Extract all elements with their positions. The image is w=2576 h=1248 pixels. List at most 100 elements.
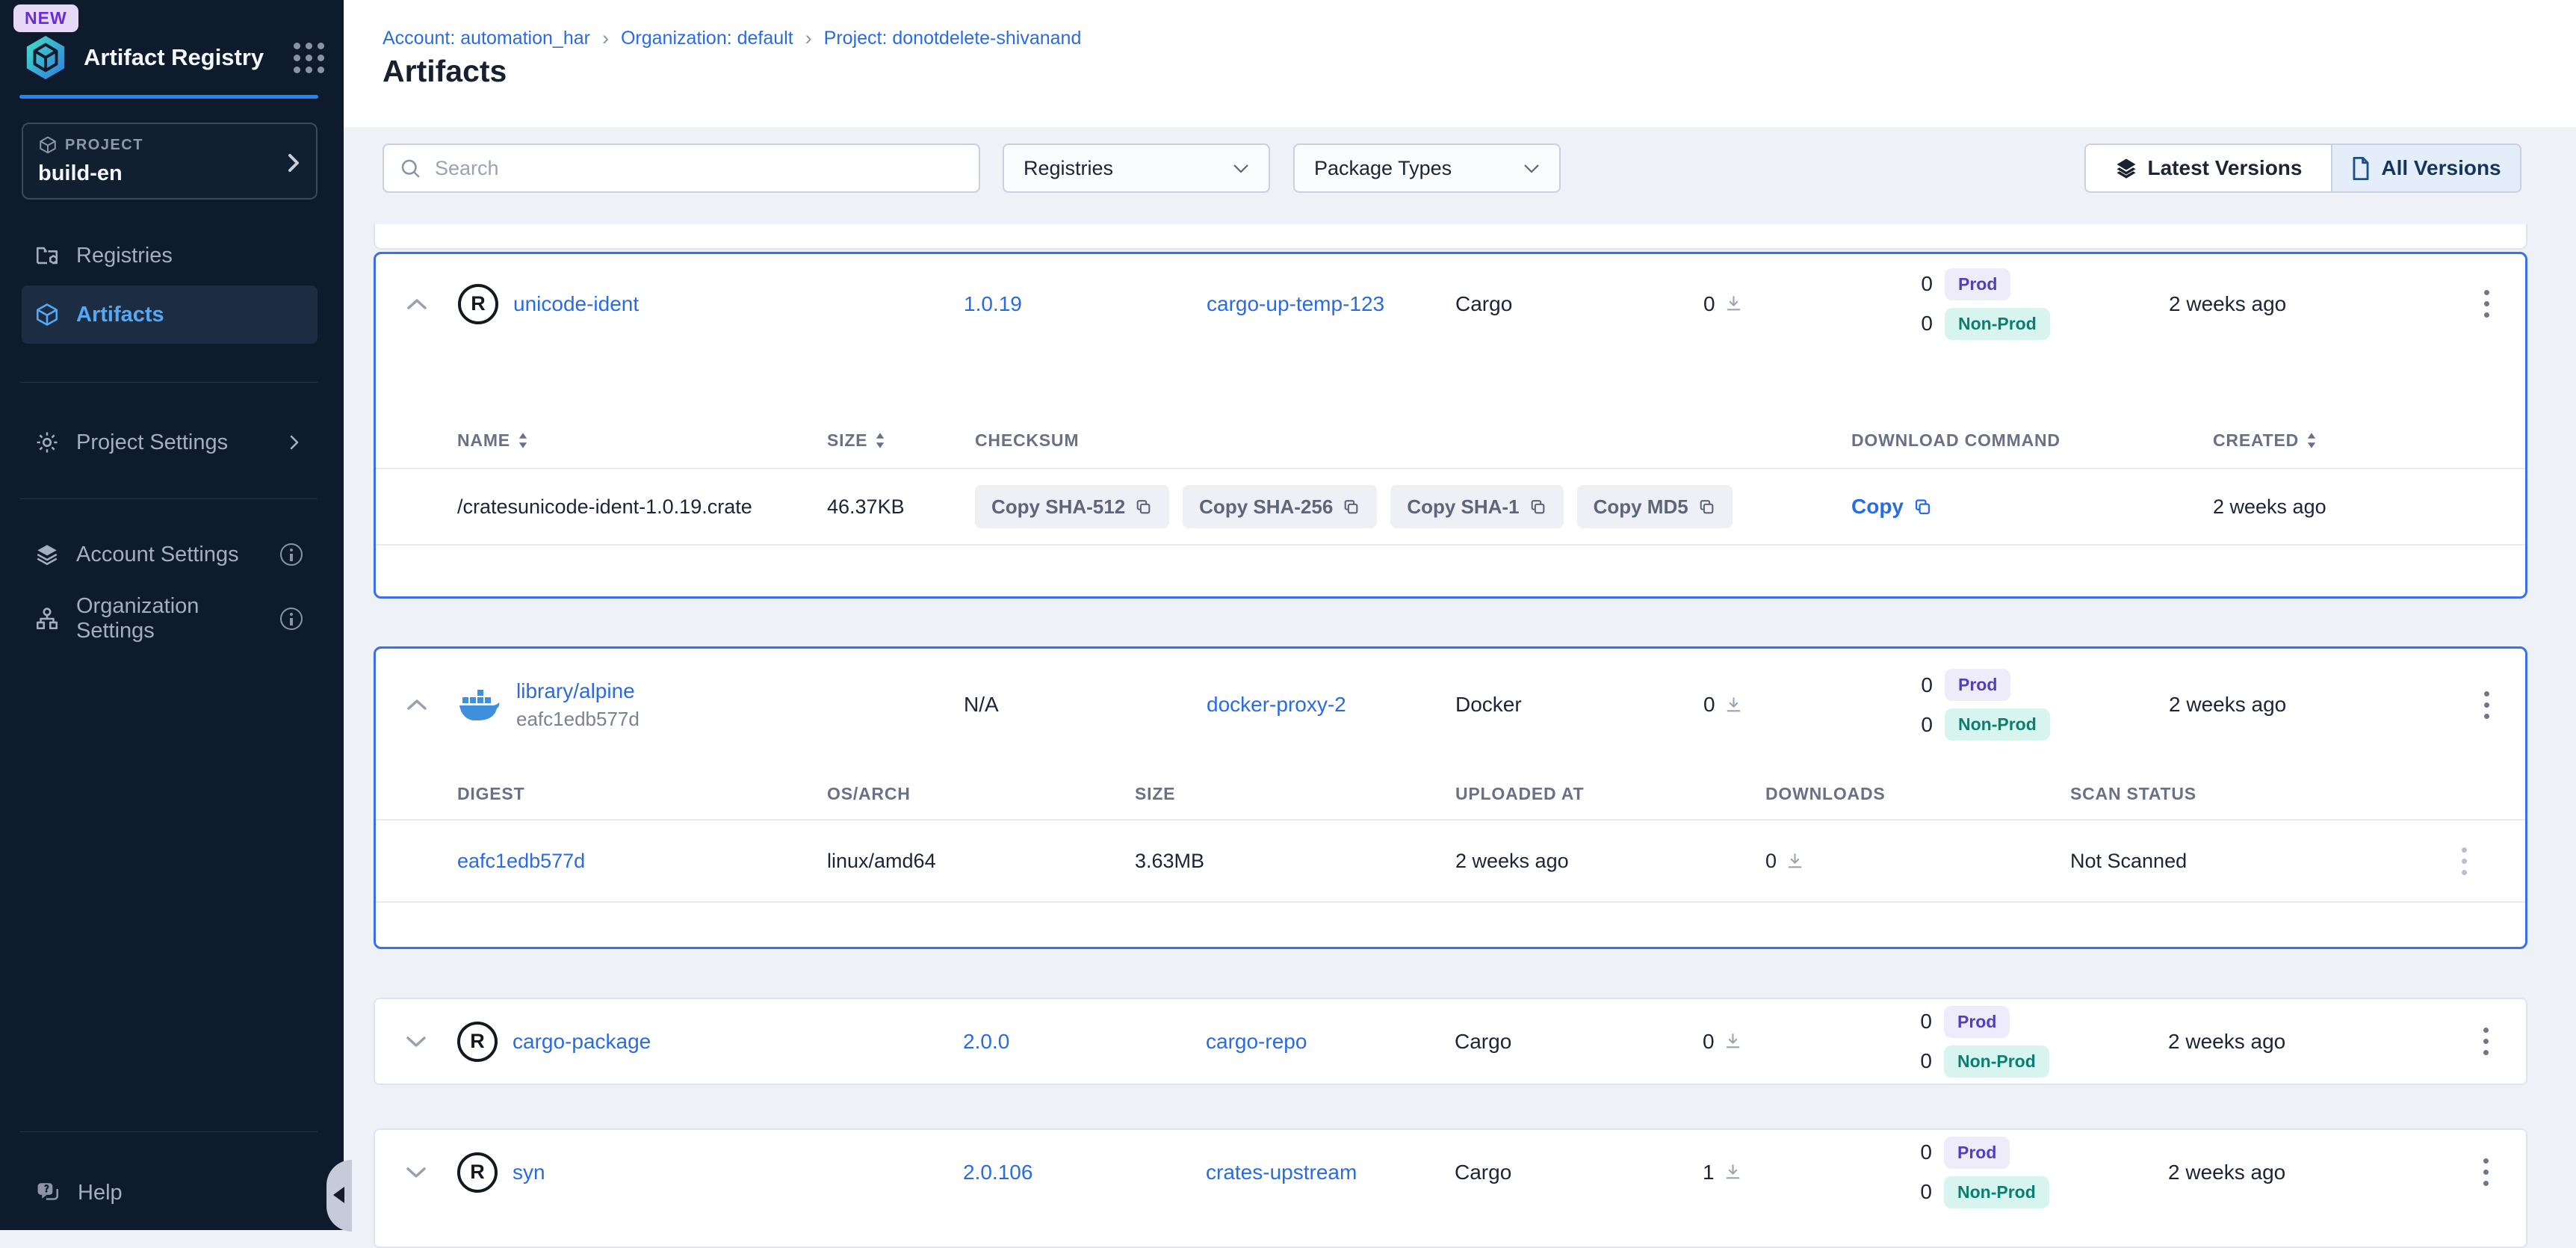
artifact-summary-row: syn 2.0.106 crates-upstream Cargo 1 0 Pr… — [375, 1130, 2526, 1214]
environment-counts: 0 Prod 0 Non-Prod — [1914, 1136, 2168, 1208]
artifact-version: N/A — [964, 693, 999, 716]
column-header-created[interactable]: CREATED — [2213, 430, 2525, 451]
scan-status: Not Scanned — [2070, 849, 2188, 872]
downloads-count: 0 — [1703, 1029, 1715, 1053]
chevron-up-icon — [407, 298, 427, 309]
package-type: Cargo — [1455, 291, 1513, 315]
downloads-count: 0 — [1703, 291, 1715, 315]
chevron-up-icon — [407, 699, 427, 710]
module-grid-icon[interactable] — [294, 42, 324, 73]
breadcrumb-separator: › — [601, 27, 609, 49]
cargo-package-icon — [458, 283, 498, 324]
artifact-name-link[interactable]: cargo-package — [513, 1029, 651, 1053]
sidebar-item-help[interactable]: Help — [22, 1166, 318, 1220]
digest-row: eafc1edb577d linux/amd64 3.63MB 2 weeks … — [376, 821, 2525, 903]
file-row: /cratesunicode-ident-1.0.19.crate 46.37K… — [376, 469, 2525, 546]
artifact-summary-row: unicode-ident 1.0.19 cargo-up-temp-123 C… — [376, 254, 2525, 353]
digest-menu-button[interactable] — [2457, 843, 2471, 880]
column-header-digest: DIGEST — [457, 783, 525, 803]
sidebar-item-account-settings[interactable]: Account Settings — [22, 528, 318, 581]
prod-badge: Prod — [1944, 1136, 2010, 1169]
artifact-version-link[interactable]: 1.0.19 — [964, 291, 1022, 315]
registries-dropdown[interactable]: Registries — [1003, 143, 1270, 193]
search-box — [383, 143, 980, 193]
copy-sha512-button[interactable]: Copy SHA-512 — [975, 485, 1170, 528]
project-selector[interactable]: PROJECT build-en — [22, 123, 318, 200]
created-time: 2 weeks ago — [2168, 1160, 2286, 1184]
collapse-row-button[interactable] — [376, 698, 458, 711]
chevron-down-icon — [406, 1036, 426, 1047]
artifact-registry-link[interactable]: cargo-up-temp-123 — [1207, 291, 1385, 315]
artifact-summary-row: cargo-package 2.0.0 cargo-repo Cargo 0 0… — [375, 999, 2526, 1084]
chevron-down-icon — [1233, 164, 1249, 173]
all-versions-button[interactable]: All Versions — [2332, 145, 2520, 191]
created-time: 2 weeks ago — [2169, 291, 2287, 315]
sidebar-collapse-button[interactable] — [326, 1160, 352, 1232]
sort-icon — [2307, 432, 2316, 448]
digest-link[interactable]: eafc1edb577d — [457, 849, 586, 872]
expand-row-button[interactable] — [375, 1166, 457, 1179]
copy-download-command-button[interactable]: Copy — [1851, 495, 2213, 519]
file-created: 2 weeks ago — [2213, 495, 2326, 518]
sidebar-item-registries[interactable]: Registries — [22, 229, 318, 282]
column-header-size[interactable]: SIZE — [827, 430, 975, 451]
copy-sha256-button[interactable]: Copy SHA-256 — [1183, 485, 1378, 528]
digest-osarch: linux/amd64 — [827, 849, 936, 872]
prod-count: 0 — [1920, 1010, 1932, 1033]
artifacts-cube-icon — [34, 302, 60, 327]
layers-gear-icon — [34, 542, 60, 567]
environment-counts: 0 Prod 0 Non-Prod — [1915, 268, 2169, 340]
artifact-registry-link[interactable]: crates-upstream — [1206, 1160, 1357, 1184]
search-icon — [399, 157, 421, 179]
artifact-name-link[interactable]: library/alpine — [516, 679, 635, 702]
artifact-summary-row: library/alpine eafc1edb577d N/A docker-p… — [376, 649, 2525, 761]
downloads-count: 1 — [1703, 1160, 1715, 1184]
latest-versions-label: Latest Versions — [2147, 156, 2303, 179]
copy-md5-button[interactable]: Copy MD5 — [1576, 485, 1733, 528]
info-icon — [280, 543, 303, 566]
artifact-version-link[interactable]: 2.0.106 — [963, 1160, 1033, 1184]
artifact-name-link[interactable]: syn — [513, 1160, 545, 1184]
digest-table-header: DIGEST OS/ARCH SIZE UPLOADED AT DOWNLOAD… — [376, 768, 2525, 821]
cargo-package-icon — [457, 1152, 498, 1193]
breadcrumb-account-link[interactable]: Account: automation_har — [383, 28, 590, 49]
artifact-name-link[interactable]: unicode-ident — [513, 291, 640, 315]
column-header-name[interactable]: NAME — [457, 430, 827, 451]
breadcrumb-separator: › — [805, 27, 812, 49]
copy-icon — [1344, 499, 1358, 513]
project-cube-icon — [38, 135, 58, 155]
column-header-download-command: DOWNLOAD COMMAND — [1851, 430, 2061, 450]
sidebar-item-organization-settings[interactable]: Organization Settings — [22, 592, 318, 646]
row-menu-button[interactable] — [2479, 1154, 2493, 1190]
search-input[interactable] — [433, 155, 964, 181]
docker-package-icon — [458, 688, 501, 722]
row-menu-button[interactable] — [2480, 687, 2494, 723]
breadcrumb-org-link[interactable]: Organization: default — [620, 28, 793, 49]
column-header-size: SIZE — [1135, 783, 1176, 803]
artifact-card-unicode-ident: unicode-ident 1.0.19 cargo-up-temp-123 C… — [374, 252, 2527, 599]
files-table-header: NAME SIZE CHECKSUM DOWNLOAD COMMAND CREA… — [376, 413, 2525, 469]
artifact-digest-short: eafc1edb577d — [516, 707, 640, 730]
sidebar-item-artifacts[interactable]: Artifacts — [22, 285, 318, 344]
column-header-scan-status: SCAN STATUS — [2070, 783, 2196, 803]
package-types-dropdown[interactable]: Package Types — [1293, 143, 1561, 193]
artifact-version-link[interactable]: 2.0.0 — [963, 1029, 1010, 1053]
environment-counts: 0 Prod 0 Non-Prod — [1914, 1005, 2168, 1078]
collapse-row-button[interactable] — [376, 297, 458, 311]
nonprod-count: 0 — [1921, 312, 1933, 335]
copy-sha1-button[interactable]: Copy SHA-1 — [1390, 485, 1564, 528]
download-icon — [1724, 696, 1743, 714]
sidebar-divider — [20, 1131, 318, 1132]
sidebar-item-label: Account Settings — [76, 542, 239, 566]
download-icon — [1786, 852, 1804, 871]
file-name: /cratesunicode-ident-1.0.19.crate — [457, 495, 752, 518]
row-menu-button[interactable] — [2479, 1023, 2493, 1060]
artifact-registry-link[interactable]: cargo-repo — [1206, 1029, 1307, 1053]
breadcrumb-project-link[interactable]: Project: donotdelete-shivanand — [823, 28, 1082, 49]
row-menu-button[interactable] — [2480, 285, 2494, 322]
sidebar-item-project-settings[interactable]: Project Settings — [22, 416, 318, 469]
latest-versions-button[interactable]: Latest Versions — [2086, 145, 2332, 191]
expand-row-button[interactable] — [375, 1035, 457, 1048]
artifact-registry-link[interactable]: docker-proxy-2 — [1207, 693, 1346, 716]
copy-icon — [1915, 498, 1931, 514]
